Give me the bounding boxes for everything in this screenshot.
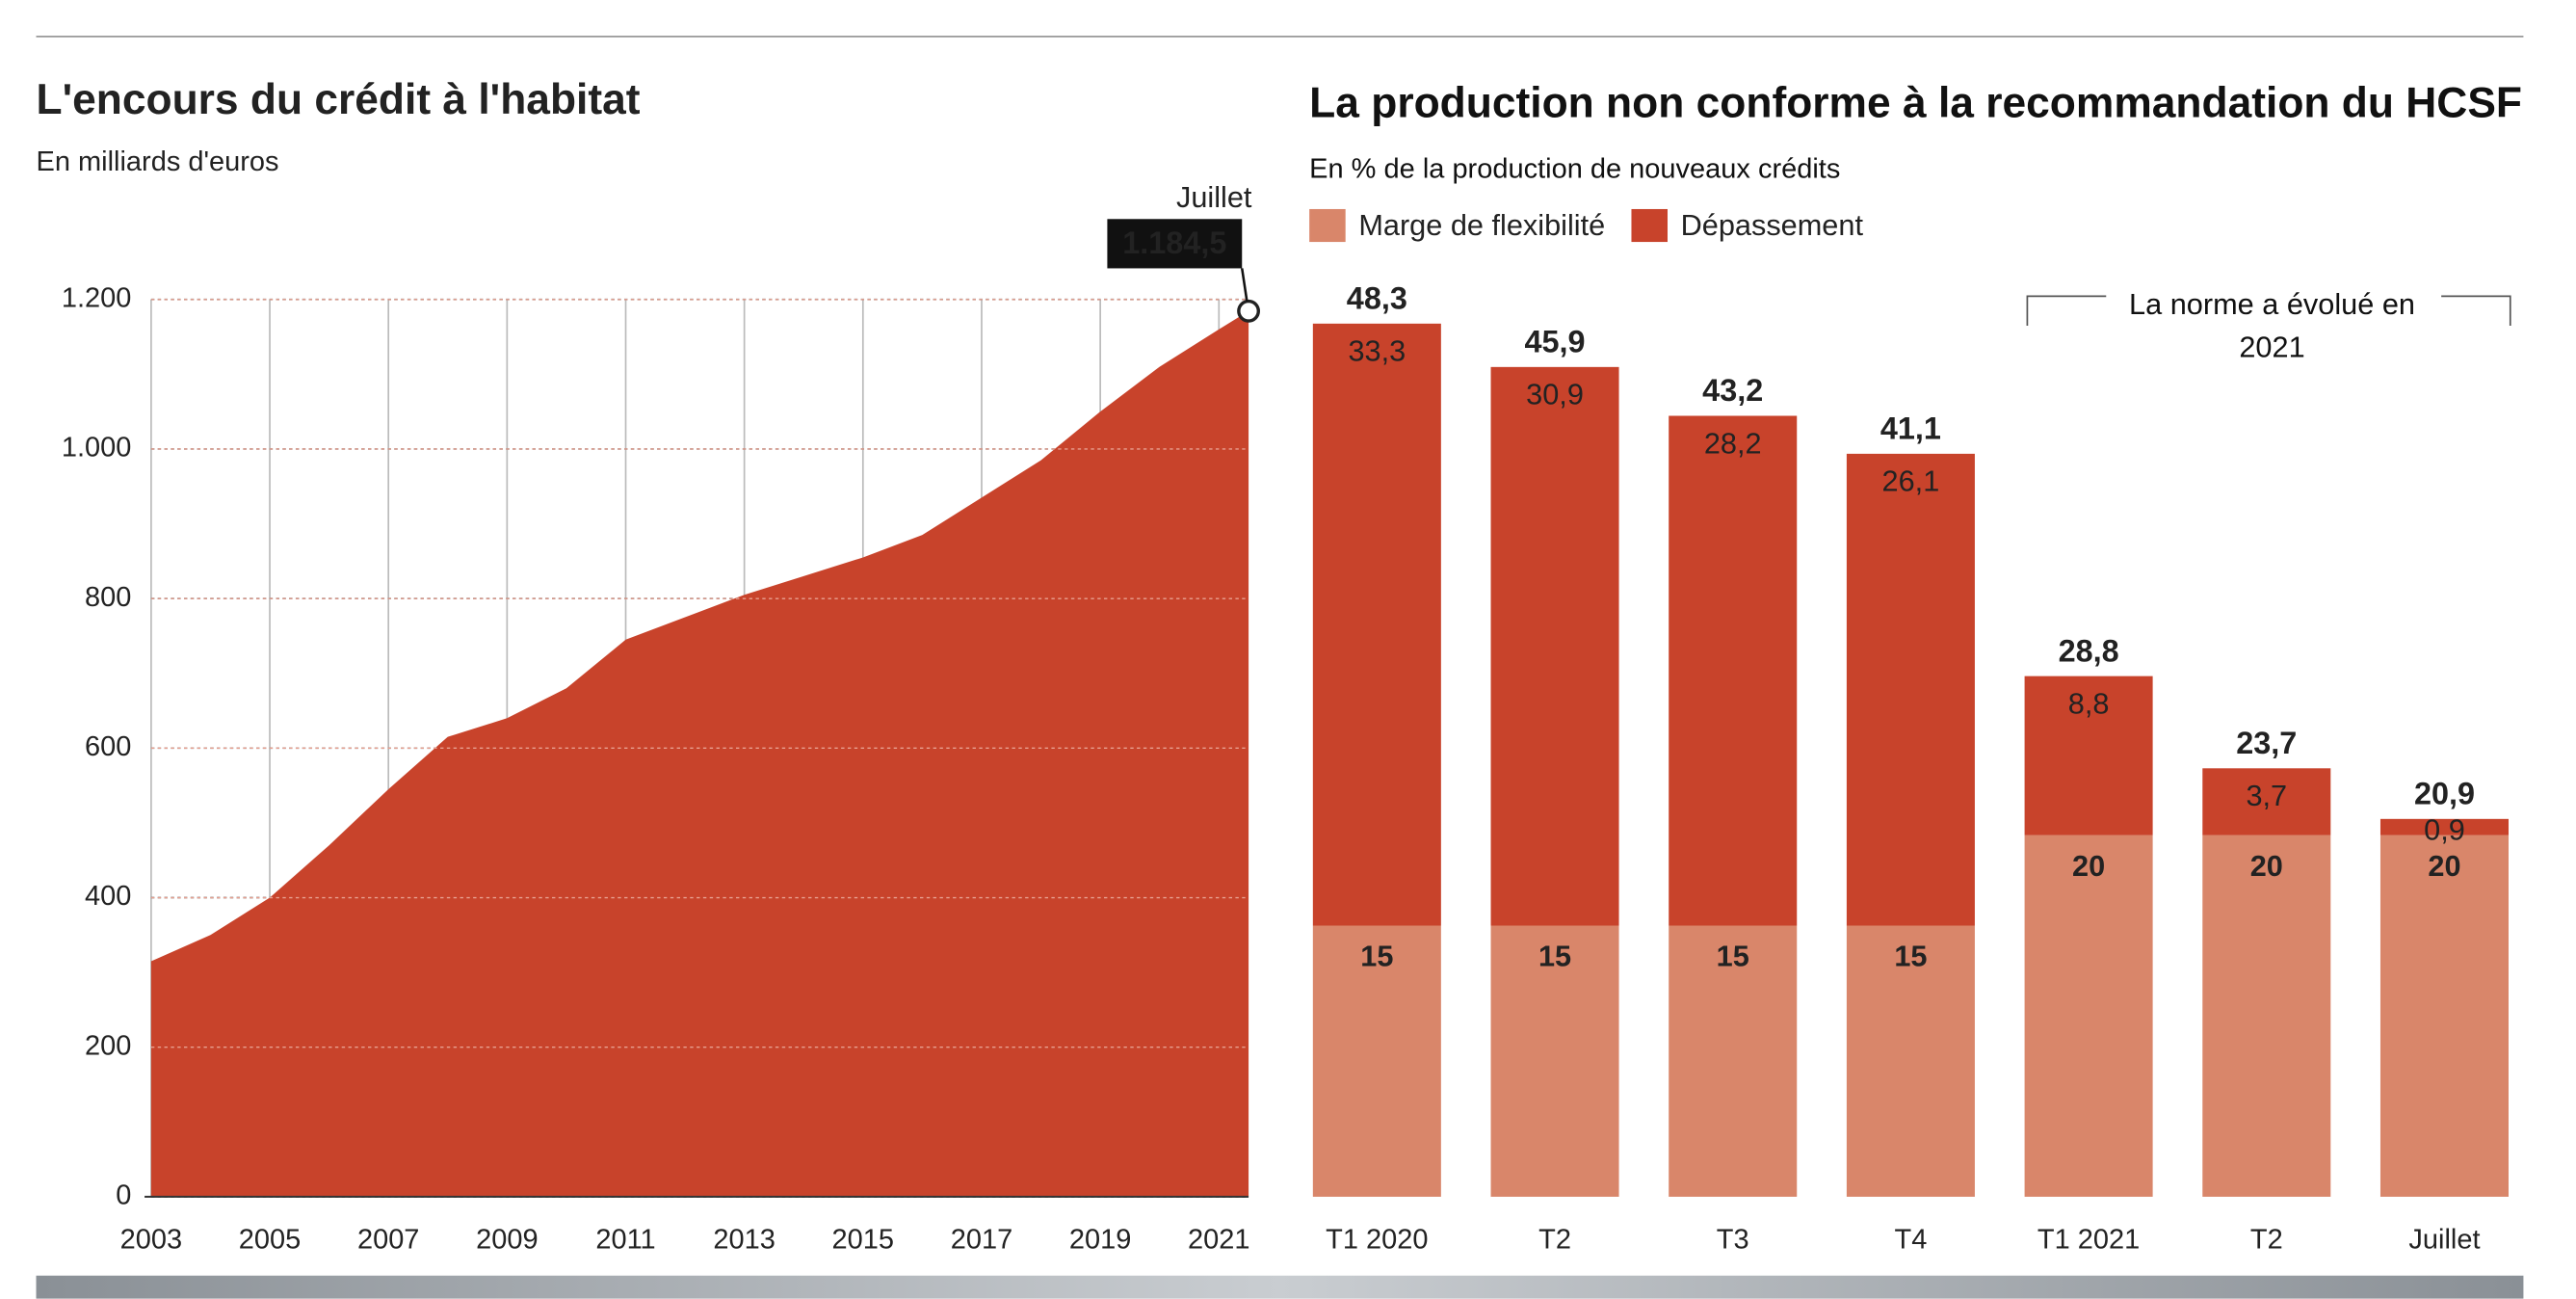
segment-label: 15 [1894,940,1927,973]
segment-label: 20 [2250,849,2283,883]
title-block: La production non conforme à la recomman… [1309,72,2525,200]
chart-subtitle: En milliards d'euros [37,146,279,177]
annotation-block: La norme a évolué en 2021 [2129,287,2415,364]
x-tick-label: T2 [2250,1225,2283,1256]
segment-label: 33,3 [1348,334,1406,368]
x-tick-label: 2017 [951,1225,1012,1256]
total-label: 23,7 [2236,726,2297,760]
total-label: 41,1 [1880,411,1941,446]
bar-segment [2024,835,2153,1197]
bar-segment [1490,925,1619,1197]
bracket-left [2026,295,2107,327]
y-tick-label: 200 [85,1030,131,1061]
x-tick-label: T3 [1717,1225,1749,1256]
x-tick-label: 2021 [1188,1225,1249,1256]
y-tick-label: 1.200 [62,282,132,313]
bar-segment [1846,453,1975,926]
norm-bracket [2026,295,2511,327]
segment-label: 15 [1538,940,1571,973]
x-tick-label: T2 [1538,1225,1571,1256]
segment-label: 26,1 [1882,464,1940,498]
y-tick-label: 0 [116,1180,131,1211]
bar-segment [1312,925,1441,1197]
bottom-band [36,1275,2524,1299]
bar-segment [1669,925,1798,1197]
chart-title: La production non conforme à la recomman… [1309,77,2522,127]
legend-label: Marge de flexibilité [1358,208,1605,242]
bar-segment [2202,768,2331,835]
segment-label: 15 [1717,940,1749,973]
total-label: 20,9 [2414,777,2475,811]
y-tick-label: 400 [85,881,131,912]
segment-label: 8,8 [2068,686,2110,720]
annotation: Juillet [1176,180,1252,214]
total-label: 45,9 [1525,325,1586,359]
total-label: 28,8 [2059,633,2119,668]
label-leader [1240,268,1249,302]
bar-segment [1490,366,1619,926]
total-label: 48,3 [1347,281,1407,316]
title-wrap: La production non conforme à la recomman… [1309,72,2525,200]
chart-subtitle: En % de la production de nouveaux crédit… [1309,152,1841,185]
bracket-right [2441,295,2511,327]
legend-label: Dépassement [1681,208,1864,242]
chart-title: L'encours du crédit à l'habitat [37,76,641,123]
x-tick-label: Juillet [2408,1225,2480,1256]
segment-label: 15 [1360,940,1393,973]
highlight-point [1237,299,1261,323]
legend-swatch [1309,208,1346,243]
bar-segment [1669,415,1798,926]
x-tick-label: T1 2021 [2037,1225,2140,1256]
x-tick-label: T1 2020 [1326,1225,1428,1256]
segment-label: 0,9 [2424,813,2465,847]
x-tick-label: T4 [1895,1225,1928,1256]
bar-segment [1846,925,1975,1197]
total-label: 43,2 [1702,373,1763,408]
x-tick-label: 2011 [595,1225,655,1256]
value-label-box [1107,219,1243,269]
value-label: 1.184,5 [1122,225,1226,260]
segment-label: 20 [2428,849,2460,883]
x-tick-label: 2007 [357,1225,419,1256]
bar-segment [1312,323,1441,926]
segment-label: 20 [2072,849,2105,883]
y-tick-label: 600 [85,731,131,762]
bar-segment [2379,835,2509,1197]
x-tick-label: 2009 [476,1225,538,1256]
norm-annotation: La norme a évolué en 2021 [2129,287,2415,364]
y-tick-label: 800 [85,582,131,613]
segment-label: 30,9 [1526,378,1584,411]
x-tick-label: 2013 [713,1225,775,1256]
bar-segment [2379,818,2509,835]
area [150,310,1249,1197]
x-tick-label: 2005 [239,1225,301,1256]
x-tick-label: 2019 [1069,1225,1131,1256]
y-tick-label: 1.000 [62,433,132,464]
x-tick-label: 2015 [832,1225,894,1256]
x-tick-label: 2003 [120,1225,182,1256]
bar-segment [2024,676,2153,835]
segment-label: 28,2 [1704,426,1762,460]
segment-label: 3,7 [2246,779,2287,812]
legend-swatch [1631,208,1668,243]
bar-segment [2202,835,2331,1197]
